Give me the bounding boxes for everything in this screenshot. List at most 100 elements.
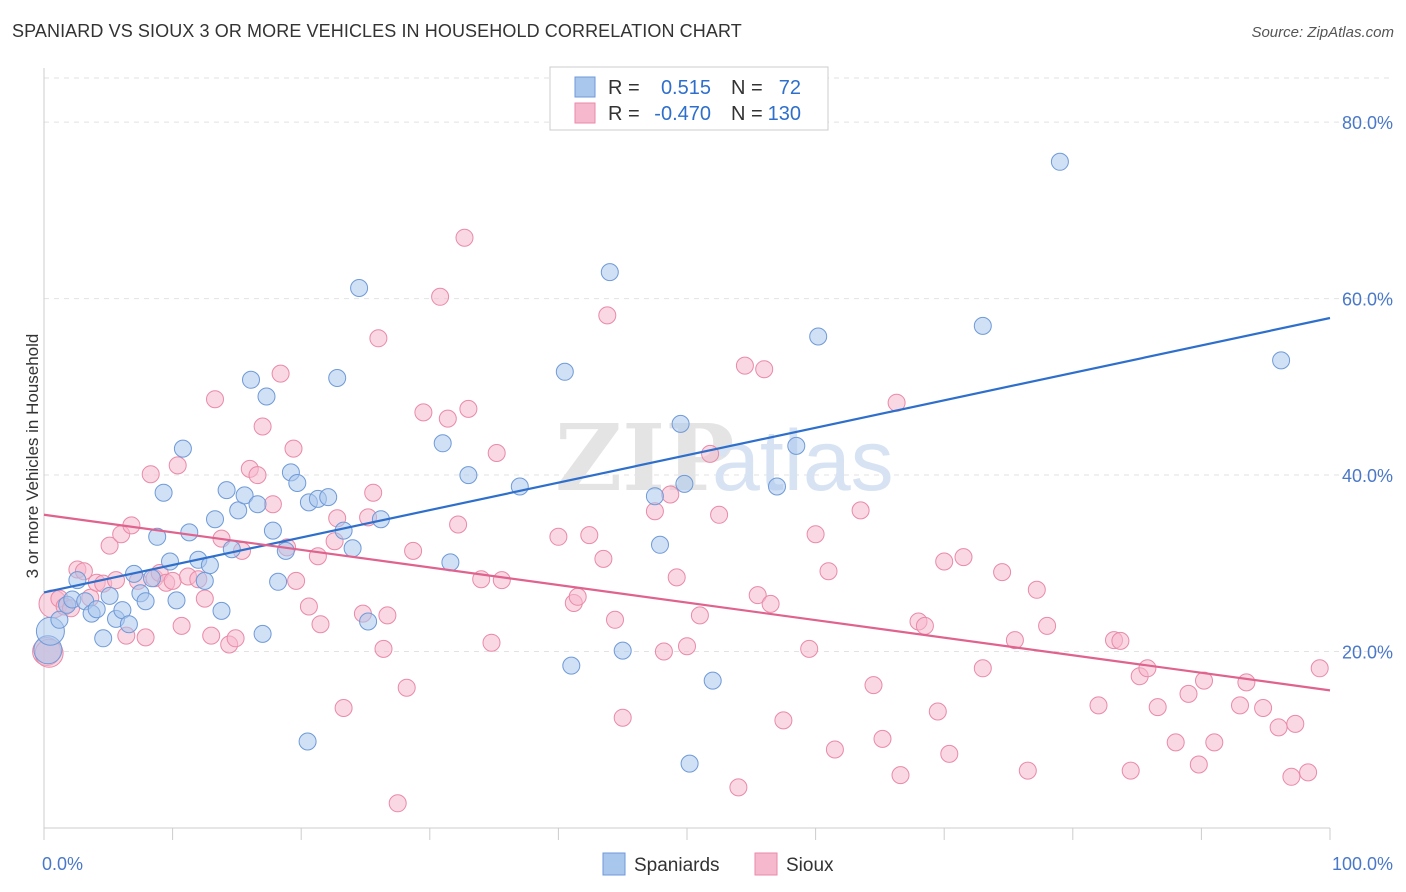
spaniards-point <box>50 610 69 629</box>
sioux-point <box>613 708 632 727</box>
legend-swatch-sioux <box>574 102 596 124</box>
spaniards-point <box>555 362 574 381</box>
spaniards-point <box>136 592 155 611</box>
spaniards-point <box>180 523 199 542</box>
y-axis-label: 3 or more Vehicles in Household <box>23 334 42 579</box>
x-tick-label: 100.0% <box>1332 854 1393 874</box>
sioux-point <box>729 778 748 797</box>
sioux-point <box>1179 684 1198 703</box>
legend-n-label: N = <box>731 77 763 99</box>
sioux-point <box>168 456 187 475</box>
sioux-point <box>1027 580 1046 599</box>
spaniards-point <box>100 586 119 605</box>
sioux-point <box>594 549 613 568</box>
sioux-point <box>1148 698 1167 717</box>
spaniards-point <box>703 671 722 690</box>
spaniards-point <box>87 600 106 619</box>
spaniards-point <box>298 732 317 751</box>
sioux-point <box>334 699 353 717</box>
sioux-point <box>1231 696 1249 715</box>
sioux-point <box>414 403 433 422</box>
sioux-point <box>374 639 393 658</box>
sioux-point <box>761 594 780 613</box>
sioux-point <box>1237 673 1256 692</box>
spaniards-point <box>350 279 369 297</box>
sioux-point <box>311 615 330 634</box>
legend-swatch-spaniards <box>574 76 596 98</box>
sioux-point <box>935 552 954 571</box>
sioux-point <box>492 571 511 590</box>
spaniards-point <box>343 539 362 558</box>
spaniards-point <box>195 571 214 590</box>
sioux-point <box>774 711 793 730</box>
source-label: Source: ZipAtlas.com <box>1251 24 1394 41</box>
sioux-point <box>287 571 306 590</box>
spaniards-point <box>242 370 260 389</box>
sioux-point <box>253 417 272 436</box>
sioux-point <box>806 525 825 544</box>
bottom-legend-swatch-sioux <box>754 852 778 876</box>
sioux-point <box>606 610 624 629</box>
spaniards-point <box>229 501 248 520</box>
spaniards-point <box>263 521 282 540</box>
sioux-point <box>661 485 680 504</box>
spaniards-point <box>671 414 690 433</box>
sioux-point <box>449 515 468 534</box>
legend: R = 0.515 N = 72 R = -0.470 N = 130 <box>549 66 829 131</box>
spaniards-point <box>212 601 231 620</box>
spaniards-point <box>148 527 167 546</box>
sioux-point <box>482 633 501 652</box>
spaniards-point <box>562 656 581 675</box>
y-tick-labels: 20.0% 40.0% 60.0% 80.0% <box>1342 113 1393 662</box>
sioux-point <box>940 744 959 763</box>
y-tick-label: 60.0% <box>1342 290 1393 310</box>
sioux-point <box>915 616 934 635</box>
bottom-legend: Spaniards Sioux <box>602 852 834 876</box>
spaniards-point <box>288 474 307 492</box>
spaniards-point <box>235 486 254 505</box>
spaniards-point <box>600 263 619 282</box>
sioux-point <box>1038 616 1057 635</box>
sioux-point <box>487 444 506 462</box>
sioux-point <box>100 536 119 555</box>
trend-lines <box>43 316 1331 692</box>
sioux-point <box>248 466 267 485</box>
sioux-point <box>1111 631 1130 650</box>
sioux-point <box>1089 696 1108 715</box>
x-tick-labels: 0.0% 100.0% <box>42 854 1393 874</box>
spaniards-point <box>94 629 113 648</box>
spaniards-point <box>173 439 192 458</box>
spaniards-point <box>613 641 632 660</box>
sioux-point <box>107 571 125 590</box>
spaniards-point <box>217 481 236 500</box>
sioux-point <box>369 329 388 348</box>
sioux-point <box>284 439 303 458</box>
sioux-point <box>1299 763 1318 782</box>
spaniards-point <box>143 569 161 588</box>
sioux-point <box>580 526 599 545</box>
spaniards-point <box>359 612 378 631</box>
sioux-point <box>1189 755 1208 774</box>
sioux-point <box>755 360 774 379</box>
sioux-point <box>549 527 568 546</box>
sioux-point <box>864 676 883 695</box>
legend-n-value: 130 <box>768 103 801 125</box>
chart-title: SPANIARD VS SIOUX 3 OR MORE VEHICLES IN … <box>12 21 742 41</box>
sioux-point <box>667 568 686 587</box>
spaniards-point <box>154 483 173 502</box>
sioux-point <box>954 548 973 567</box>
spaniards-point <box>328 369 347 387</box>
sioux-point <box>271 364 290 383</box>
grid-lines <box>44 77 1392 653</box>
sioux-point <box>459 399 478 418</box>
sioux-point <box>206 390 224 409</box>
spaniards-point <box>319 488 338 507</box>
sioux-point <box>1310 659 1329 678</box>
legend-frame <box>549 66 829 131</box>
sioux-point <box>397 678 416 697</box>
watermark-atlas: atlas <box>712 413 894 509</box>
sioux-point <box>1166 733 1185 752</box>
sioux-point <box>654 642 673 661</box>
spaniards-point <box>222 540 241 559</box>
sioux-point <box>141 465 160 484</box>
